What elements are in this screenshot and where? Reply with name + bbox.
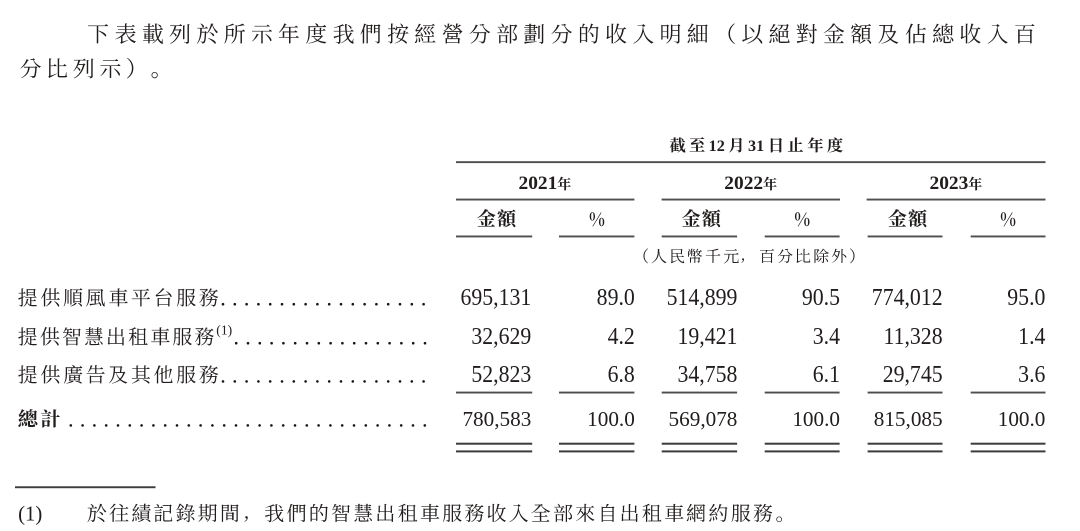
svg-text:89.0: 89.0: [597, 284, 635, 311]
svg-text:514,899: 514,899: [667, 284, 738, 311]
svg-text:52,823: 52,823: [471, 361, 531, 388]
svg-text:下表載列於所示年度我們按經營分部劃分的收入明細（以絕對金額及: 下表載列於所示年度我們按經營分部劃分的收入明細（以絕對金額及佔總收入百: [87, 18, 1041, 49]
svg-text:提供智慧出租車服務: 提供智慧出租車服務: [18, 321, 216, 350]
svg-text:569,078: 569,078: [669, 407, 738, 431]
svg-text:金額: 金額: [888, 205, 928, 232]
svg-text:100.0: 100.0: [587, 407, 635, 431]
svg-text:提供廣告及其他服務: 提供廣告及其他服務: [18, 359, 221, 388]
svg-text:截至12月31日止年度: 截至12月31日止年度: [669, 132, 846, 156]
svg-text:6.8: 6.8: [608, 361, 635, 388]
svg-text:95.0: 95.0: [1007, 284, 1045, 311]
svg-text:100.0: 100.0: [998, 407, 1046, 431]
svg-text:於往績記錄期間，我們的智慧出租車服務收入全部來自出租車網約服: 於往績記錄期間， 我們的智慧出租車服務收入全部來自出租車網約服務。: [87, 498, 791, 531]
svg-text:2022年: 2022年: [724, 173, 777, 194]
svg-text:32,629: 32,629: [471, 323, 531, 350]
svg-text:774,012: 774,012: [872, 284, 943, 311]
svg-text:%: %: [794, 206, 810, 232]
svg-text:分比列示）。: 分比列示）。: [20, 52, 171, 90]
svg-text:提供順風車平台服務: 提供順風車平台服務: [18, 282, 221, 311]
svg-text:4.2: 4.2: [608, 323, 635, 350]
svg-text:金額: 金額: [477, 205, 517, 232]
svg-text:6.1: 6.1: [813, 361, 840, 388]
svg-text:815,085: 815,085: [874, 407, 943, 431]
svg-text:總計: 總計: [18, 403, 63, 432]
svg-text:2023年: 2023年: [930, 173, 983, 194]
svg-text:(1): (1): [18, 503, 42, 526]
svg-text:(1): (1): [216, 323, 232, 339]
svg-text:780,583: 780,583: [462, 407, 531, 431]
svg-text:2021年: 2021年: [519, 173, 572, 194]
svg-text:34,758: 34,758: [678, 361, 738, 388]
svg-text:29,745: 29,745: [883, 361, 943, 388]
svg-text:3.4: 3.4: [813, 323, 841, 350]
svg-text:（人民幣千元，百分比除外）: （人民幣千元， 百分比除外）: [633, 244, 867, 272]
svg-text:1.4: 1.4: [1018, 323, 1046, 350]
svg-text:19,421: 19,421: [678, 323, 738, 350]
svg-text:3.6: 3.6: [1018, 361, 1045, 388]
svg-text:11,328: 11,328: [883, 323, 942, 350]
svg-text:%: %: [1000, 206, 1016, 232]
svg-text:%: %: [589, 206, 605, 232]
svg-text:90.5: 90.5: [802, 284, 840, 311]
svg-text:金額: 金額: [681, 205, 721, 232]
svg-text:100.0: 100.0: [792, 407, 840, 431]
svg-text:695,131: 695,131: [461, 284, 532, 311]
